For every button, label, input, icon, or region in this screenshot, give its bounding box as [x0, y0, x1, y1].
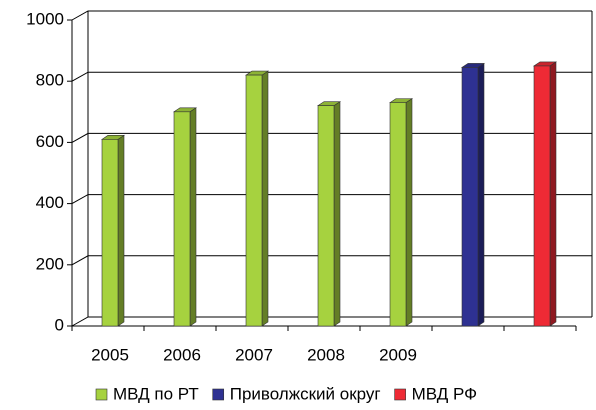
- bar-front: [317, 105, 335, 327]
- bar-side: [549, 61, 557, 327]
- bar-front: [533, 65, 551, 327]
- bar-side: [261, 70, 269, 327]
- bar: [101, 134, 125, 327]
- bar: [317, 101, 341, 327]
- bar: [173, 107, 197, 327]
- legend-swatch: [394, 388, 406, 401]
- x-tick-label: 2009: [379, 345, 417, 364]
- x-tick-label: 2006: [163, 345, 201, 364]
- legend-label: Приволжский округ: [230, 384, 381, 403]
- x-tick-label: 2008: [307, 345, 345, 364]
- legend-label: МВД РФ: [412, 384, 477, 403]
- y-tick-label: 1000: [26, 9, 64, 28]
- legend-swatch: [95, 388, 108, 401]
- bar-side: [405, 98, 413, 327]
- bar-side: [333, 101, 341, 327]
- y-tick-label: 0: [55, 315, 64, 334]
- grid-line: [71, 194, 592, 205]
- bar-side: [477, 62, 485, 327]
- bar: [461, 62, 485, 327]
- bar-front: [101, 139, 119, 327]
- grid-line: [71, 316, 592, 327]
- bar: [389, 98, 413, 327]
- bar-side: [189, 107, 197, 327]
- legend-label: МВД по РТ: [113, 384, 199, 403]
- grid-line: [71, 132, 592, 143]
- bar-front: [245, 74, 263, 327]
- bar-front: [461, 67, 479, 327]
- y-tick-label: 200: [36, 254, 64, 273]
- x-tick-label: 2005: [91, 345, 129, 364]
- y-tick-label: 800: [36, 71, 64, 90]
- bar-front: [389, 102, 407, 327]
- y-tick-label: 400: [36, 193, 64, 212]
- bar-front: [173, 111, 191, 327]
- x-tick-label: 2007: [235, 345, 273, 364]
- grid-line: [71, 10, 592, 21]
- bar: [245, 70, 269, 327]
- grid-line: [71, 71, 592, 82]
- bar: [533, 61, 557, 327]
- bar-side: [117, 134, 125, 327]
- legend-swatch: [212, 388, 225, 401]
- grid-line: [71, 255, 592, 266]
- y-tick-label: 600: [36, 132, 64, 151]
